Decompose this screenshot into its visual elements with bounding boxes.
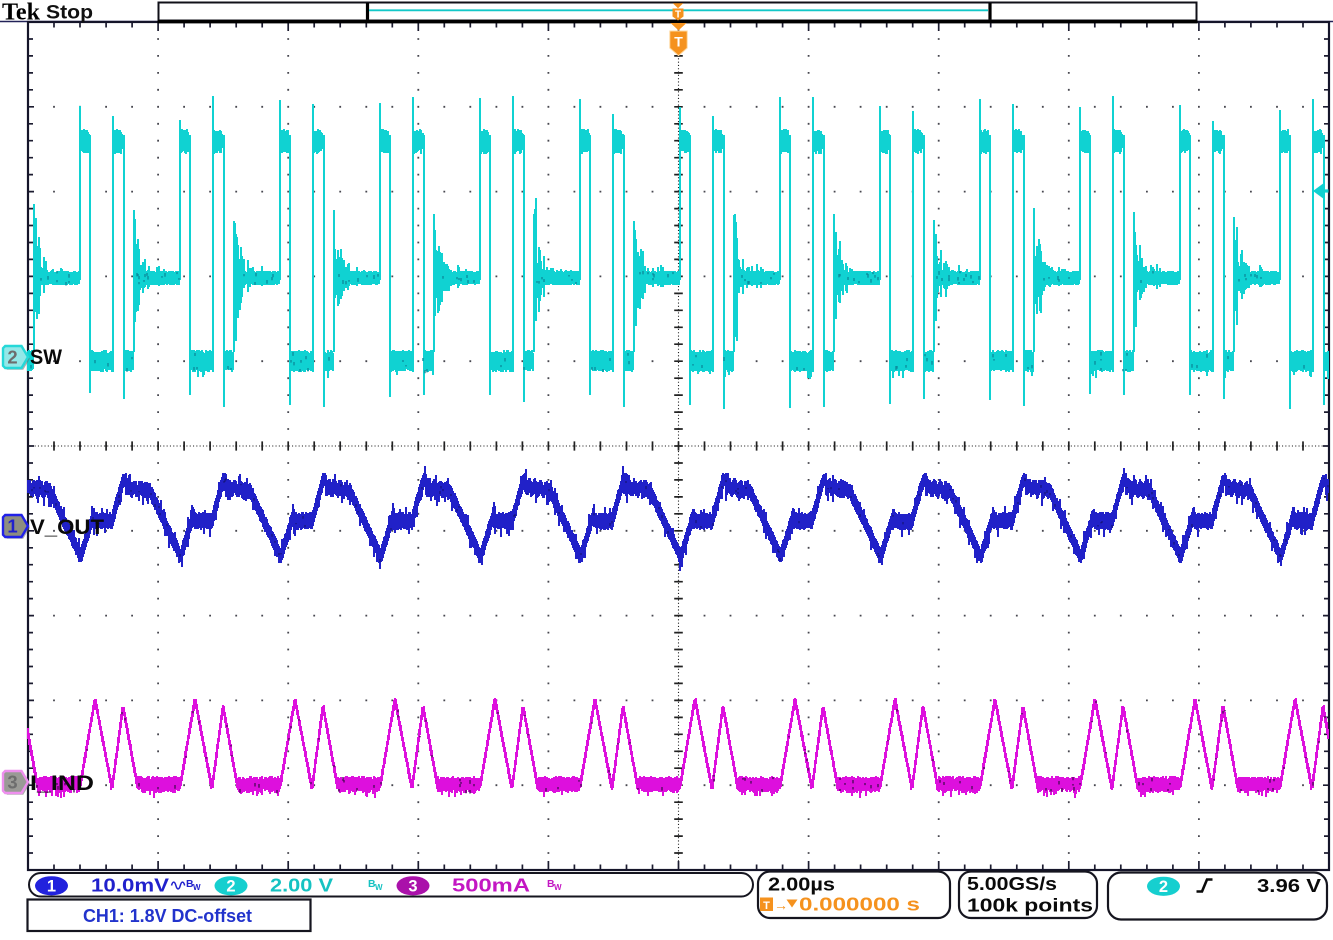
svg-text:1: 1	[7, 516, 17, 537]
svg-text:B: B	[368, 878, 376, 890]
svg-text:W: W	[193, 883, 201, 892]
svg-text:W: W	[375, 883, 383, 892]
svg-text:Stop: Stop	[46, 2, 93, 24]
svg-text:3: 3	[7, 772, 17, 793]
svg-text:2.00 V: 2.00 V	[270, 875, 334, 896]
svg-text:CH1: 1.8V DC-offset: CH1: 1.8V DC-offset	[83, 906, 252, 926]
svg-text:100k points: 100k points	[967, 896, 1093, 916]
svg-text:2: 2	[7, 347, 17, 368]
svg-text:B: B	[547, 878, 555, 890]
svg-text:W: W	[554, 883, 562, 892]
svg-text:5.00GS/s: 5.00GS/s	[967, 874, 1057, 894]
svg-text:I_IND: I_IND	[30, 772, 94, 795]
svg-text:1: 1	[47, 878, 56, 896]
svg-text:V_OUT: V_OUT	[30, 516, 104, 539]
svg-text:Tek: Tek	[2, 0, 41, 26]
svg-text:3: 3	[408, 878, 417, 896]
svg-text:2: 2	[1159, 878, 1168, 896]
svg-text:0.000000 s: 0.000000 s	[799, 895, 920, 915]
svg-text:→: →	[774, 897, 788, 913]
svg-text:2: 2	[226, 878, 235, 896]
svg-text:T: T	[675, 9, 681, 20]
svg-text:T: T	[763, 900, 770, 912]
svg-text:T: T	[674, 34, 683, 50]
svg-text:500mA: 500mA	[452, 875, 530, 896]
svg-text:3.96 V: 3.96 V	[1257, 875, 1322, 896]
svg-text:2.00µs: 2.00µs	[768, 874, 835, 895]
svg-text:10.0mV: 10.0mV	[91, 875, 170, 896]
svg-text:SW: SW	[30, 346, 62, 369]
svg-text:B: B	[186, 878, 194, 890]
